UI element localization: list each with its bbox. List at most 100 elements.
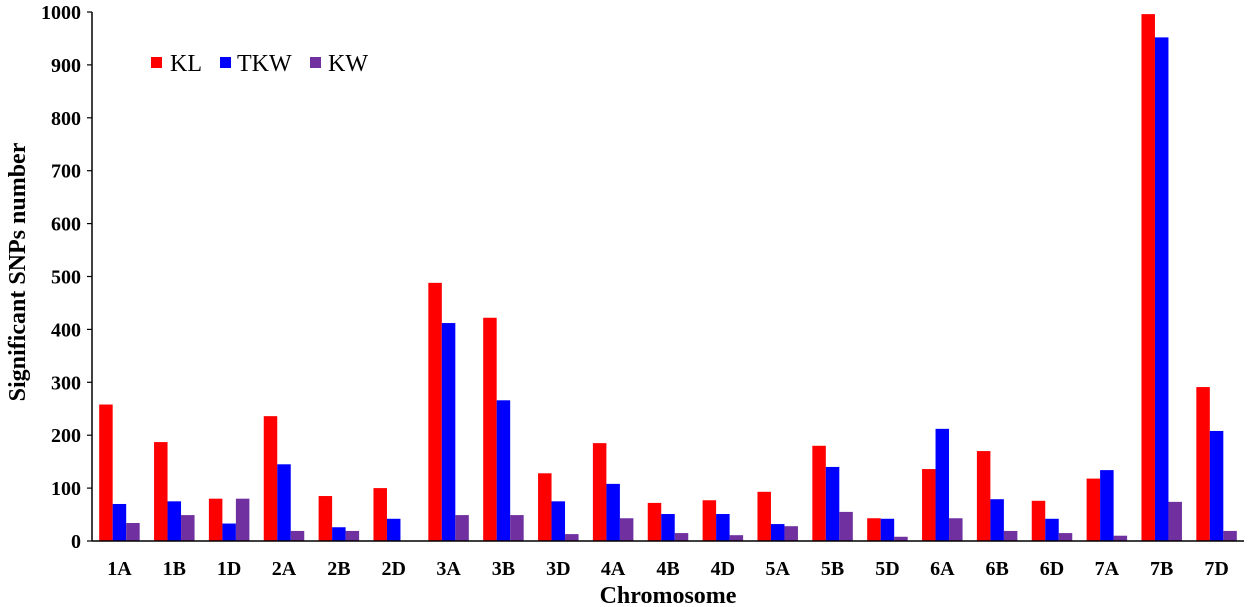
x-tick-label-6b: 6B — [985, 558, 1008, 580]
bar-tkw-7a — [1100, 470, 1114, 541]
x-tick-label-6a: 6A — [930, 558, 955, 580]
bar-kl-2b — [318, 496, 333, 541]
x-tick-label-3b: 3B — [492, 558, 515, 580]
legend-label-tkw: TKW — [237, 51, 292, 77]
x-tick-label-4d: 4D — [711, 558, 735, 580]
y-tick-label-700: 700 — [51, 161, 81, 183]
bar-kl-5a — [757, 491, 771, 541]
bar-tkw-6d — [1045, 518, 1059, 541]
bar-kl-1a — [99, 404, 113, 541]
bar-tkw-2d — [386, 518, 401, 541]
bar-kl-6a — [922, 469, 936, 541]
bar-kw-5a — [784, 526, 798, 541]
bar-tkw-4a — [606, 483, 620, 541]
legend-label-kl: KL — [170, 51, 202, 77]
bar-kl-6d — [1031, 500, 1046, 541]
x-tick-label-1a: 1A — [107, 558, 132, 580]
y-tick-label-300: 300 — [51, 372, 81, 394]
bar-kl-5b — [812, 445, 826, 541]
bar-kw-2b — [345, 530, 360, 541]
y-tick-label-400: 400 — [51, 319, 81, 341]
y-tick-label-1000: 1000 — [41, 2, 81, 24]
y-tick-label-600: 600 — [51, 214, 81, 236]
bar-kl-4a — [592, 443, 607, 541]
bar-kl-2a — [263, 416, 278, 541]
legend-swatch-tkw — [220, 57, 231, 68]
y-tick-label-800: 800 — [51, 108, 81, 130]
bar-kl-3d — [538, 473, 552, 541]
x-tick-label-2d: 2D — [381, 558, 405, 580]
x-tick-label-3d: 3D — [546, 558, 570, 580]
bar-kl-1b — [154, 442, 168, 541]
bar-tkw-1d — [222, 523, 236, 541]
bar-kw-3b — [510, 515, 524, 541]
x-tick-label-1b: 1B — [163, 558, 186, 580]
bar-kw-4d — [729, 535, 744, 541]
bar-tkw-4d — [716, 514, 730, 541]
bar-kl-3b — [483, 317, 497, 541]
legend-swatch-kw — [310, 57, 321, 68]
bar-tkw-5a — [770, 524, 785, 541]
y-tick-label-500: 500 — [51, 267, 81, 289]
bar-tkw-4b — [661, 514, 675, 541]
bar-kw-2a — [290, 530, 305, 541]
bar-kw-6a — [949, 518, 963, 541]
bar-kw-4a — [619, 518, 634, 541]
bar-kl-6b — [976, 451, 991, 541]
x-tick-label-3a: 3A — [436, 558, 461, 580]
bar-kw-4b — [674, 533, 689, 541]
bar-tkw-3a — [441, 323, 456, 541]
bar-kw-7d — [1223, 530, 1237, 541]
bar-tkw-7d — [1209, 430, 1224, 541]
x-tick-label-2b: 2B — [327, 558, 350, 580]
x-axis-ticks: 1A 1B 1D 2A 2B 2D 3A 3B 3D 4A 4B 4D 5A 5B 5D 6A 6B 6D 7A 7B… — [107, 558, 1229, 580]
x-tick-label-4b: 4B — [656, 558, 679, 580]
x-tick-label-4a: 4A — [601, 558, 626, 580]
x-tick-label-2a: 2A — [272, 558, 297, 580]
x-tick-label-5a: 5A — [765, 558, 790, 580]
bar-tkw-2a — [277, 464, 291, 541]
bar-kw-1a — [126, 523, 140, 541]
bar-tkw-1b — [167, 501, 182, 541]
bar-kl-2d — [373, 488, 387, 541]
x-tick-label-7d: 7D — [1204, 558, 1228, 580]
y-axis-title: Significant SNPs number — [5, 142, 31, 401]
x-tick-label-5b: 5B — [821, 558, 844, 580]
bar-kw-5d — [894, 536, 908, 541]
legend-swatch-kl — [151, 57, 162, 68]
bar-kw-3a — [455, 515, 469, 541]
y-tick-label-900: 900 — [51, 55, 81, 77]
bar-kw-7b — [1168, 501, 1182, 541]
bar-kl-4b — [647, 502, 662, 541]
bar-tkw-5b — [825, 466, 840, 541]
bar-kw-6d — [1058, 533, 1073, 541]
bar-tkw-2b — [332, 527, 346, 541]
bar-kl-3a — [428, 282, 442, 541]
bars-group — [99, 14, 1237, 542]
x-tick-label-1d: 1D — [217, 558, 241, 580]
x-tick-label-6d: 6D — [1040, 558, 1064, 580]
y-tick-label-0: 0 — [71, 531, 81, 553]
bar-kl-7a — [1086, 478, 1101, 541]
bar-tkw-7b — [1154, 37, 1169, 541]
legend: KL TKW KW — [151, 51, 368, 77]
bar-kw-1d — [235, 498, 250, 541]
y-tick-label-100: 100 — [51, 478, 81, 500]
bar-tkw-6a — [935, 428, 950, 541]
x-axis-title: Chromosome — [600, 583, 737, 607]
bar-kw-5b — [839, 511, 853, 541]
x-tick-label-7b: 7B — [1150, 558, 1173, 580]
bar-tkw-1a — [112, 503, 127, 541]
y-axis-ticks: 0 100 200 300 400 500 600 700 800 900 1000 — [41, 2, 92, 553]
bar-tkw-3b — [496, 400, 511, 541]
x-tick-label-7a: 7A — [1095, 558, 1120, 580]
bar-kw-7a — [1113, 535, 1128, 541]
bar-kw-1b — [181, 515, 195, 541]
bar-kl-7b — [1141, 14, 1155, 542]
bar-kl-7d — [1196, 387, 1210, 541]
bar-kl-5d — [867, 518, 881, 541]
legend-label-kw: KW — [328, 51, 368, 77]
bar-tkw-6b — [990, 499, 1004, 541]
bar-kl-1d — [208, 498, 223, 541]
